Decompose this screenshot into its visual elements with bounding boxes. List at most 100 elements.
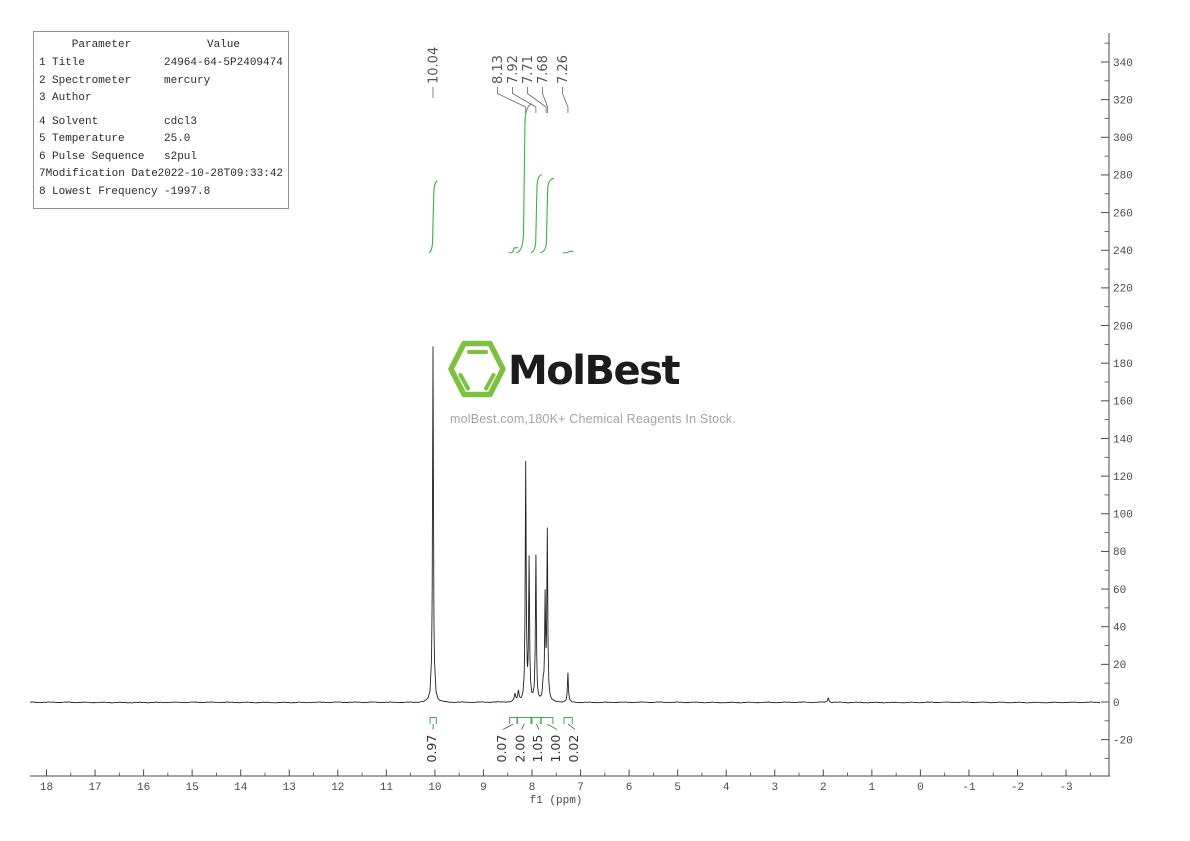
integral-value-label: 2.00 (513, 735, 528, 763)
param-row-number: 7 (39, 168, 46, 180)
x-axis-tick-label: 18 (40, 782, 53, 794)
x-axis-tick-label: 6 (626, 782, 633, 794)
x-axis-tick-label: 13 (283, 782, 296, 794)
y-axis-tick-label: -20 (1113, 735, 1133, 747)
x-axis-tick-label: 8 (529, 782, 536, 794)
integral-curve (428, 180, 438, 254)
parameter-rows: 1 Title 24964-64-5P2409474 2 Spectrometer mer… (39, 55, 283, 201)
integral-label-connector (536, 723, 540, 730)
x-axis-tick-label: -3 (1059, 782, 1072, 794)
hexagon-outline (448, 340, 506, 398)
x-axis-tick-label: 14 (234, 782, 248, 794)
double-bond-left (458, 373, 470, 391)
brand-name: MolBest (508, 348, 681, 394)
x-axis-tick-label: -1 (962, 782, 976, 794)
y-axis-tick-label: 340 (1113, 58, 1133, 70)
param-row-value: -1997.8 (164, 185, 211, 198)
peak-ppm-label: 10.04 (427, 47, 442, 84)
param-row-value: s2pul (164, 150, 198, 163)
y-axis-tick-label: 120 (1113, 472, 1133, 484)
parameter-table: Parameter Value 1 Title 24964-64-5P2409474… (33, 31, 289, 209)
param-row-name: Pulse Sequence (52, 150, 145, 163)
x-axis-tick-label: 0 (917, 782, 924, 794)
watermark-logo-row: MolBest (448, 338, 736, 400)
param-row-solvent: 4 Solvent cdcl3 (39, 114, 283, 132)
integral-value-label: 0.07 (494, 735, 509, 763)
y-axis-tick-label: 280 (1113, 171, 1133, 183)
y-axis-tick-label: 180 (1113, 359, 1133, 371)
x-axis-tick-label: 1 (869, 782, 876, 794)
peak-label-connector (562, 87, 569, 113)
parameter-table-header: Parameter Value (39, 36, 283, 54)
x-axis-title: f1 (ppm) (530, 795, 583, 807)
x-axis-tick-label: 16 (137, 782, 150, 794)
benzene-hexagon-icon (448, 340, 506, 398)
x-axis-tick-label: 5 (674, 782, 681, 794)
param-row-number: 2 (39, 74, 46, 87)
peak-ppm-label: 8.13 (491, 55, 506, 84)
param-row-name: Solvent (52, 115, 99, 128)
double-bond-right (484, 373, 496, 391)
param-row-number: 5 (39, 133, 46, 145)
y-axis-tick-label: 140 (1113, 434, 1133, 446)
integral-label-connector (502, 723, 514, 730)
y-axis-tick-label: 240 (1113, 246, 1133, 258)
integral-region-bracket (516, 717, 532, 724)
param-row-name: Lowest Frequency (52, 185, 158, 198)
peak-ppm-label: 7.92 (506, 55, 521, 84)
x-axis-tick-label: 7 (577, 782, 584, 794)
y-axis-tick-label: 320 (1113, 95, 1133, 107)
param-row-author: 3 Author (39, 90, 283, 108)
integral-curve (540, 177, 555, 254)
param-row-value: 2022-10-28T09:33:42 (157, 168, 284, 180)
integral-curve (530, 174, 542, 254)
y-axis-tick-label: 260 (1113, 208, 1133, 220)
param-row-name: Title (52, 57, 86, 69)
peak-label-connector (542, 87, 548, 113)
integral-region-bracket (509, 717, 518, 724)
integral-region-bracket (563, 717, 573, 724)
peak-label-connector (527, 87, 547, 113)
param-row-number: 4 (39, 115, 46, 128)
peak-ppm-label: 7.26 (556, 55, 571, 84)
param-row-value: 25.0 (164, 133, 191, 145)
peak-label-connector (512, 87, 537, 113)
integral-region-bracket (429, 717, 437, 724)
y-axis-tick-label: 40 (1113, 623, 1126, 635)
param-header-value: Value (206, 39, 240, 51)
x-axis-tick-label: 2 (820, 782, 827, 794)
y-axis-tick-label: 300 (1113, 133, 1133, 145)
watermark: MolBest molBest.com,180K+ Chemical Reage… (448, 338, 736, 426)
integral-value-label: 0.97 (424, 735, 439, 763)
x-axis-tick-label: 4 (723, 782, 730, 794)
param-row-name: Author (52, 92, 92, 104)
y-axis-tick-label: 200 (1113, 321, 1133, 333)
param-row-number: 1 (39, 57, 46, 69)
y-axis-tick-label: 80 (1113, 547, 1126, 559)
watermark-tagline: molBest.com,180K+ Chemical Reagents In S… (450, 412, 736, 426)
x-axis-tick-label: 17 (88, 782, 101, 794)
integral-region-bracket (540, 717, 554, 724)
param-row-name: Temperature (52, 133, 125, 145)
param-row-number: 3 (39, 92, 46, 104)
y-axis-tick-label: 100 (1113, 510, 1133, 522)
integral-value-label: 1.05 (530, 735, 545, 763)
integral-value-label: 1.00 (548, 735, 563, 763)
x-axis-tick-label: 12 (331, 782, 344, 794)
integral-value-label: 0.02 (566, 735, 581, 763)
integral-label-connector (567, 723, 576, 730)
x-axis-tick-label: -2 (1011, 782, 1024, 794)
spectrum-trace (29, 346, 1101, 704)
y-axis-tick-label: 60 (1113, 585, 1126, 597)
x-axis-tick-label: 11 (380, 782, 394, 794)
integral-label-connector (521, 723, 525, 730)
peak-ppm-label: 7.71 (521, 55, 536, 84)
x-axis-tick-label: 10 (428, 782, 441, 794)
integral-region-bracket (531, 717, 542, 724)
param-row-value: cdcl3 (164, 115, 198, 128)
param-row-lowest-frequency: 8 Lowest Frequency -1997.8 (39, 184, 283, 202)
integral-curve (563, 250, 574, 254)
y-axis-tick-label: 0 (1113, 698, 1120, 710)
